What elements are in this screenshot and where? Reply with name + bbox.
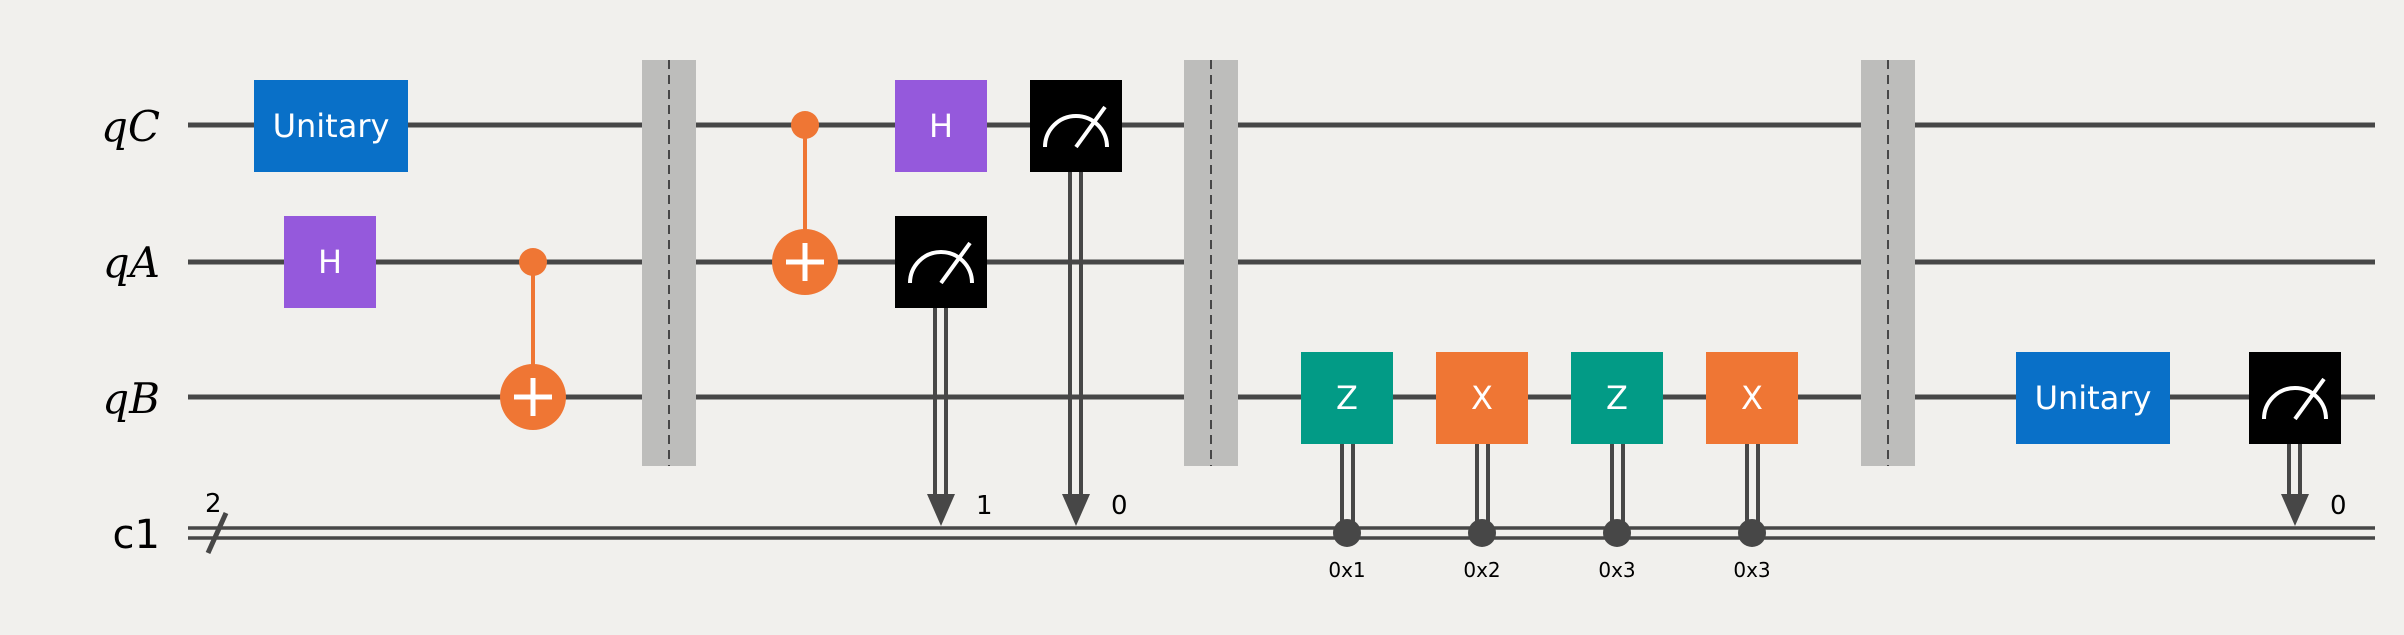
barrier-3	[1861, 60, 1915, 466]
conditional-x-gate-3[interactable]: X 0x3	[1706, 352, 1798, 582]
measure-arrow	[927, 494, 955, 526]
cnot-gate-qC-qA[interactable]	[772, 111, 838, 295]
bundle-slash	[205, 511, 229, 555]
control-dot	[519, 248, 547, 276]
z-gate-label: Z	[1336, 379, 1358, 417]
unitary-gate-qB[interactable]: Unitary	[2016, 352, 2170, 444]
condition-label: 0x2	[1463, 558, 1500, 582]
meter-icon	[2262, 386, 2328, 420]
x-gate-label: X	[1471, 379, 1493, 417]
meter-icon	[1043, 114, 1109, 148]
unitary-gate-label: Unitary	[2035, 379, 2152, 417]
measure-arrow	[2281, 494, 2309, 526]
measure-arrow	[1062, 494, 1090, 526]
condition-dot	[1603, 519, 1631, 547]
z-gate-label: Z	[1606, 379, 1628, 417]
hadamard-gate-label: H	[318, 243, 342, 281]
measure-gate-qA[interactable]: 1	[895, 216, 993, 526]
unitary-gate-qC[interactable]: Unitary	[254, 80, 408, 172]
condition-label: 0x3	[1598, 558, 1635, 582]
measure-bit-label: 1	[976, 491, 993, 521]
wire-label-c1: c1	[113, 512, 160, 558]
classical-register-width: 2	[205, 489, 222, 519]
unitary-gate-label: Unitary	[273, 107, 390, 145]
meter-icon	[908, 250, 974, 284]
measure-bit-label: 0	[2330, 491, 2347, 521]
hadamard-gate-label: H	[929, 107, 953, 145]
wire-label-qB: qB	[102, 374, 160, 423]
cnot-gate-qA-qB[interactable]	[500, 248, 566, 430]
condition-label: 0x1	[1328, 558, 1365, 582]
conditional-z-gate-1[interactable]: Z 0x1	[1301, 352, 1393, 582]
hadamard-gate-qA[interactable]: H	[284, 216, 376, 308]
measure-gate-qB[interactable]: 0	[2249, 352, 2347, 526]
condition-dot	[1468, 519, 1496, 547]
classical-wire-c1	[188, 526, 2375, 540]
measure-bit-label: 0	[1111, 491, 1128, 521]
condition-label: 0x3	[1733, 558, 1770, 582]
condition-dot	[1738, 519, 1766, 547]
conditional-z-gate-3[interactable]: Z 0x3	[1571, 352, 1663, 582]
control-dot	[791, 111, 819, 139]
x-gate-label: X	[1741, 379, 1763, 417]
conditional-x-gate-2[interactable]: X 0x2	[1436, 352, 1528, 582]
barrier-1	[642, 60, 696, 466]
barrier-2	[1184, 60, 1238, 466]
hadamard-gate-qC[interactable]: H	[895, 80, 987, 172]
wire-label-qC: qC	[101, 102, 160, 151]
wire-label-qA: qA	[103, 238, 160, 287]
measure-gate-qC[interactable]: 0	[1030, 80, 1128, 526]
condition-dot	[1333, 519, 1361, 547]
